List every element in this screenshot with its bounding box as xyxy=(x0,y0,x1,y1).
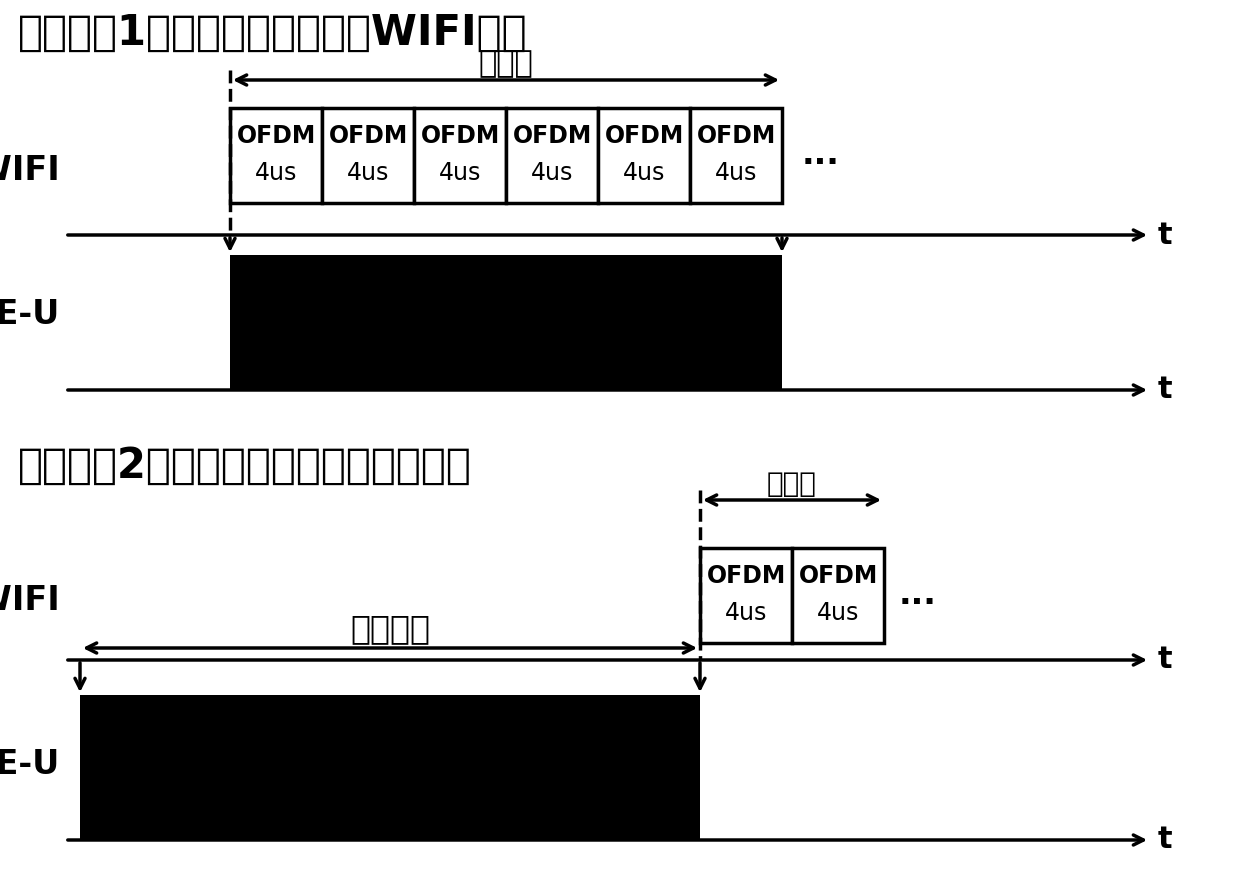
Text: OFDM: OFDM xyxy=(707,564,786,588)
Bar xyxy=(229,255,782,390)
Text: 信道忙: 信道忙 xyxy=(768,470,817,498)
Text: WIFI: WIFI xyxy=(0,583,60,617)
Text: OFDM: OFDM xyxy=(237,124,316,148)
Text: 4us: 4us xyxy=(254,161,298,185)
Text: 4us: 4us xyxy=(714,161,758,185)
Text: t: t xyxy=(1158,645,1173,674)
Bar xyxy=(322,108,414,203)
Bar xyxy=(414,108,506,203)
Text: OFDM: OFDM xyxy=(799,564,878,588)
Text: t: t xyxy=(1158,825,1173,854)
Text: 4us: 4us xyxy=(725,601,768,625)
Text: LTE-U: LTE-U xyxy=(0,298,60,332)
Bar xyxy=(229,108,322,203)
Bar xyxy=(689,108,782,203)
Text: ...: ... xyxy=(899,579,937,611)
Text: WIFI: WIFI xyxy=(0,153,60,187)
Text: OFDM: OFDM xyxy=(697,124,776,148)
Bar xyxy=(701,548,792,643)
Text: OFDM: OFDM xyxy=(329,124,408,148)
Text: 信道忙: 信道忙 xyxy=(479,49,533,78)
Text: 4us: 4us xyxy=(531,161,573,185)
Text: OFDM: OFDM xyxy=(420,124,500,148)
Text: 理想对齐1：采样窗口内总存在WIFI信号: 理想对齐1：采样窗口内总存在WIFI信号 xyxy=(19,12,528,54)
Text: t: t xyxy=(1158,220,1173,249)
Bar xyxy=(792,548,884,643)
Text: LTE-U: LTE-U xyxy=(0,748,60,781)
Text: 信道空闲: 信道空闲 xyxy=(350,612,430,645)
Text: OFDM: OFDM xyxy=(512,124,591,148)
Text: ...: ... xyxy=(802,139,839,172)
Bar xyxy=(81,695,701,840)
Bar xyxy=(598,108,689,203)
Text: OFDM: OFDM xyxy=(604,124,683,148)
Bar xyxy=(506,108,598,203)
Text: 理想对齐2：采样窗口内只存在噪声信号: 理想对齐2：采样窗口内只存在噪声信号 xyxy=(19,445,472,487)
Text: 4us: 4us xyxy=(817,601,859,625)
Text: t: t xyxy=(1158,375,1173,404)
Text: 4us: 4us xyxy=(622,161,665,185)
Text: 4us: 4us xyxy=(347,161,389,185)
Text: 4us: 4us xyxy=(439,161,481,185)
